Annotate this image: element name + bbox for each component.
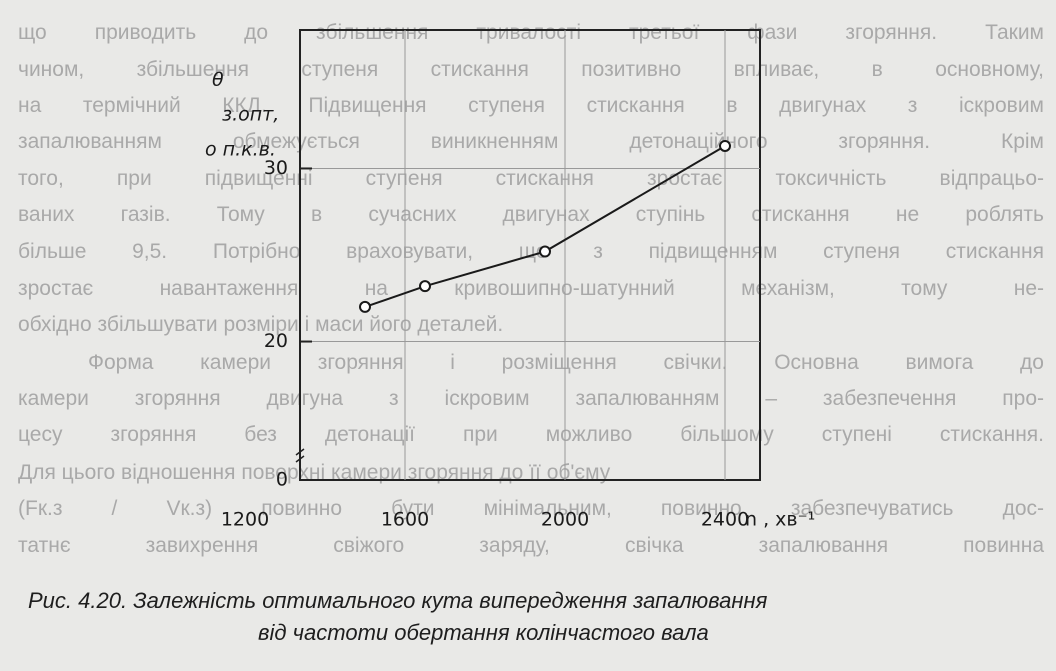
text-line: цесу згоряння без детонації при можливо … — [18, 423, 1044, 446]
plot-frame — [299, 29, 761, 481]
y-tick-label: 30 — [264, 157, 288, 179]
data-point — [539, 245, 551, 258]
text-line: що приводить до збільшення тривалості тр… — [18, 21, 1044, 44]
x-axis-label: n , хв⁻¹ — [745, 509, 815, 531]
text-line: Для цього відношення поверхні камери зго… — [18, 461, 611, 484]
text-line: ваних газів. Тому в сучасних двигунах ст… — [18, 203, 1044, 226]
x-tick-label: 1200 — [221, 509, 269, 531]
axis-break — [295, 448, 305, 463]
x-tick-label: 1600 — [381, 509, 429, 531]
y-tick-label: 20 — [264, 330, 288, 352]
y-axis-label: з.опт, — [222, 104, 279, 126]
text-line: на термічний ККД. Підвищення ступеня сти… — [18, 94, 1044, 117]
caption-line: Рис. 4.20. Залежність оптимального кута … — [28, 588, 768, 613]
y-break-label: 0 — [276, 469, 288, 491]
text-line: більше 9,5. Потрібно враховувати, що з п… — [18, 240, 1044, 263]
text-line: запалюванням обмежується виникненням дет… — [18, 130, 1044, 153]
y-axis-label: о п.к.в. — [205, 139, 276, 161]
text-line: Форма камери згоряння і розміщення свічк… — [88, 351, 1044, 374]
text-line: татнє завихрення свіжого заряду, свічка … — [18, 534, 1044, 557]
text-line: зростає навантаження на кривошипно-шатун… — [18, 277, 1044, 300]
text-line: чином, збільшення ступеня стискання пози… — [18, 58, 1044, 81]
text-line: камери згоряння двигуна з іскровим запал… — [18, 387, 1044, 410]
data-point — [359, 300, 371, 313]
text-line: обхідно збільшувати розміри і маси його … — [18, 313, 504, 336]
text-line: того, при підвищенні ступеня стискання з… — [18, 167, 1044, 190]
text-line: (Fк.з / Vк.з) повинно бути мінімальним, … — [18, 497, 1044, 520]
data-point — [419, 280, 431, 293]
y-axis-label: θ — [212, 69, 224, 91]
x-tick-label: 2400 — [701, 509, 749, 531]
caption-line: від частоти обертання колінчастого вала — [258, 620, 709, 645]
data-point — [719, 139, 731, 152]
data-line — [364, 145, 726, 308]
x-tick-label: 2000 — [541, 509, 589, 531]
